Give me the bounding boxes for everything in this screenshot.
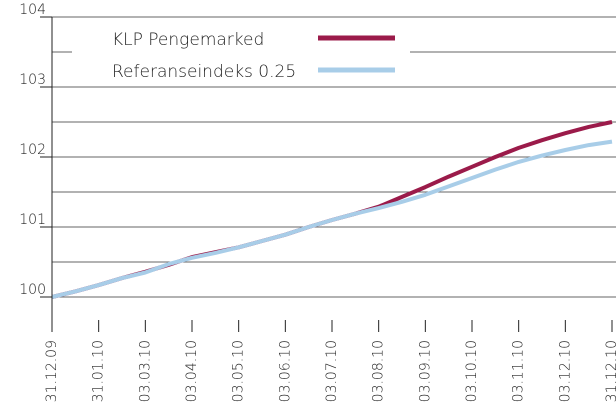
x-tick-label: 31.12.10 — [604, 340, 616, 402]
y-tick-label: 101 — [19, 212, 46, 228]
x-tick-label: 03.12.10 — [557, 340, 573, 402]
x-tick-label: 31.12.09 — [44, 340, 60, 402]
x-tick-label: 03.05.10 — [231, 340, 247, 402]
x-tick-label: 31.01.10 — [91, 340, 107, 402]
lines — [51, 120, 613, 299]
legend-label: KLP Pengemarked — [112, 30, 264, 50]
y-tick-label: 102 — [19, 142, 46, 158]
x-tick-label: 03.08.10 — [371, 340, 387, 402]
x-tick-label: 03.11.10 — [511, 340, 527, 402]
x-tick-label: 03.10.10 — [464, 340, 480, 402]
y-tick-label: 100 — [19, 282, 46, 298]
x-tick-label: 03.03.10 — [137, 340, 153, 402]
legend-box — [72, 22, 410, 86]
x-tick-label: 03.04.10 — [184, 340, 200, 402]
y-tick-label: 103 — [19, 72, 46, 88]
x-tick-label: 03.06.10 — [277, 340, 293, 402]
series-line — [51, 139, 613, 299]
x-tick-label: 03.09.10 — [417, 340, 433, 402]
series-line — [51, 120, 613, 299]
y-tick-label: 104 — [19, 2, 46, 18]
legend-label: Referanseindeks 0.25 — [112, 62, 296, 82]
x-tick-label: 03.07.10 — [324, 340, 340, 402]
